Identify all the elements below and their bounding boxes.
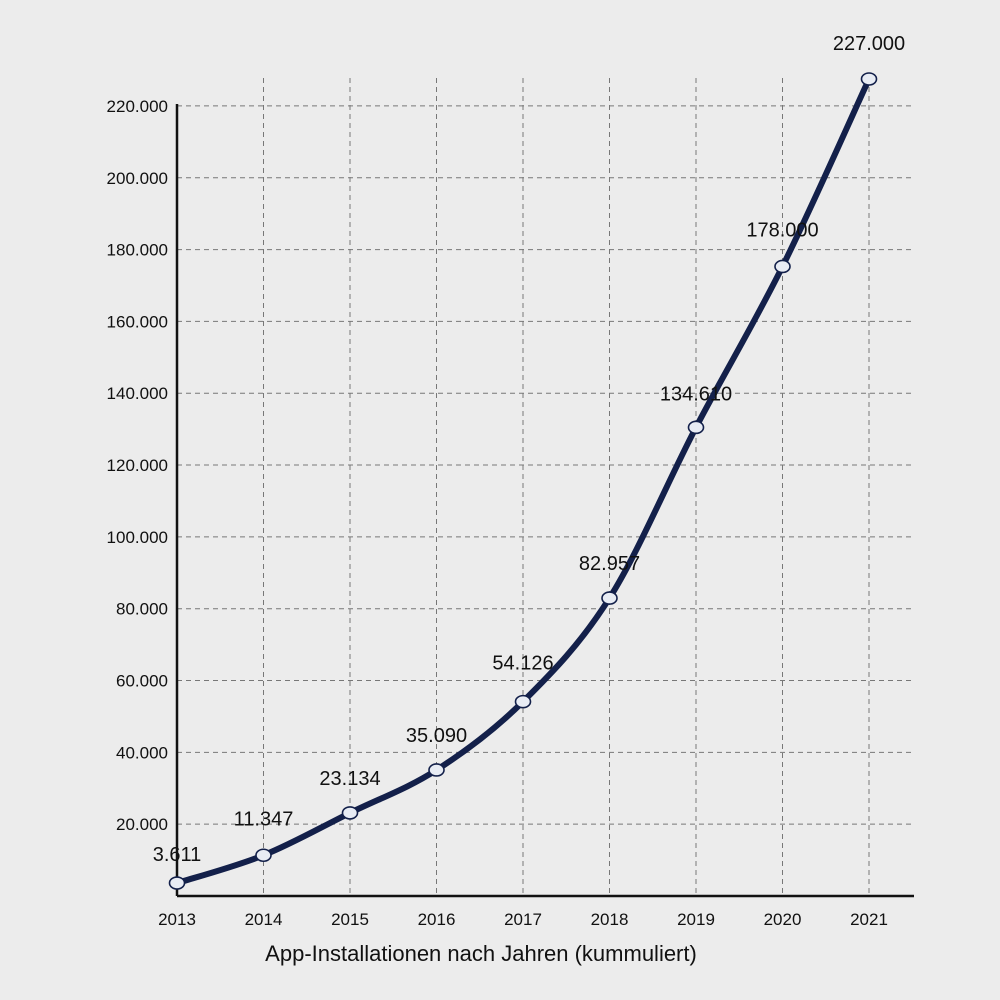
data-point-marker — [774, 259, 791, 274]
data-label: 23.134 — [319, 768, 380, 790]
data-label: 3.611 — [153, 844, 202, 866]
data-point-marker — [601, 591, 618, 605]
y-tick-label: 80.000 — [116, 600, 168, 619]
y-tick-label: 180.000 — [107, 241, 168, 260]
x-axis-title: App-Installationen nach Jahren (kummulie… — [265, 941, 697, 966]
markers — [168, 72, 878, 890]
y-tick-label: 140.000 — [107, 384, 168, 403]
series — [174, 76, 872, 887]
x-tick-label: 2019 — [677, 910, 715, 929]
x-tick-label: 2016 — [418, 910, 456, 929]
x-tick-label: 2020 — [764, 910, 802, 929]
data-point-marker — [428, 763, 445, 777]
data-label: 178.000 — [746, 219, 818, 241]
labels: 3.611 11.347 23.134 35.090 54.126 82.957 134.6… — [153, 33, 905, 866]
data-point-marker — [514, 694, 532, 709]
y-tick-label: 60.000 — [116, 672, 168, 691]
data-point-marker — [255, 848, 272, 863]
y-tick-label: 200.000 — [107, 169, 168, 188]
y-tick-label: 120.000 — [107, 456, 168, 475]
data-point-marker — [860, 72, 878, 86]
x-tick-label: 2017 — [504, 910, 542, 929]
y-tick-label: 100.000 — [107, 528, 168, 547]
axes: 20.000 40.000 60.000 80.000 100.000 120.000 14… — [107, 97, 914, 929]
data-point-marker — [168, 876, 186, 890]
x-tick-label: 2021 — [850, 910, 888, 929]
y-tick-label: 220.000 — [107, 97, 168, 116]
y-tick-label: 160.000 — [107, 312, 168, 331]
data-label: 54.126 — [492, 653, 553, 675]
data-point-marker — [687, 420, 705, 435]
data-label: 82.957 — [579, 553, 640, 575]
x-tick-label: 2013 — [158, 910, 196, 929]
y-tick-label: 40.000 — [116, 743, 168, 762]
y-tick-label: 20.000 — [116, 815, 168, 834]
data-label: 11.347 — [234, 808, 294, 830]
x-tick-label: 2015 — [331, 910, 369, 929]
x-tick-label: 2018 — [591, 910, 629, 929]
data-label: 35.090 — [406, 725, 467, 747]
series-line — [174, 76, 872, 887]
data-point-marker — [341, 806, 359, 820]
x-tick-label: 2014 — [245, 910, 283, 929]
data-label: 134.610 — [660, 383, 732, 405]
data-label: 227.000 — [833, 33, 905, 55]
grid — [177, 78, 914, 896]
